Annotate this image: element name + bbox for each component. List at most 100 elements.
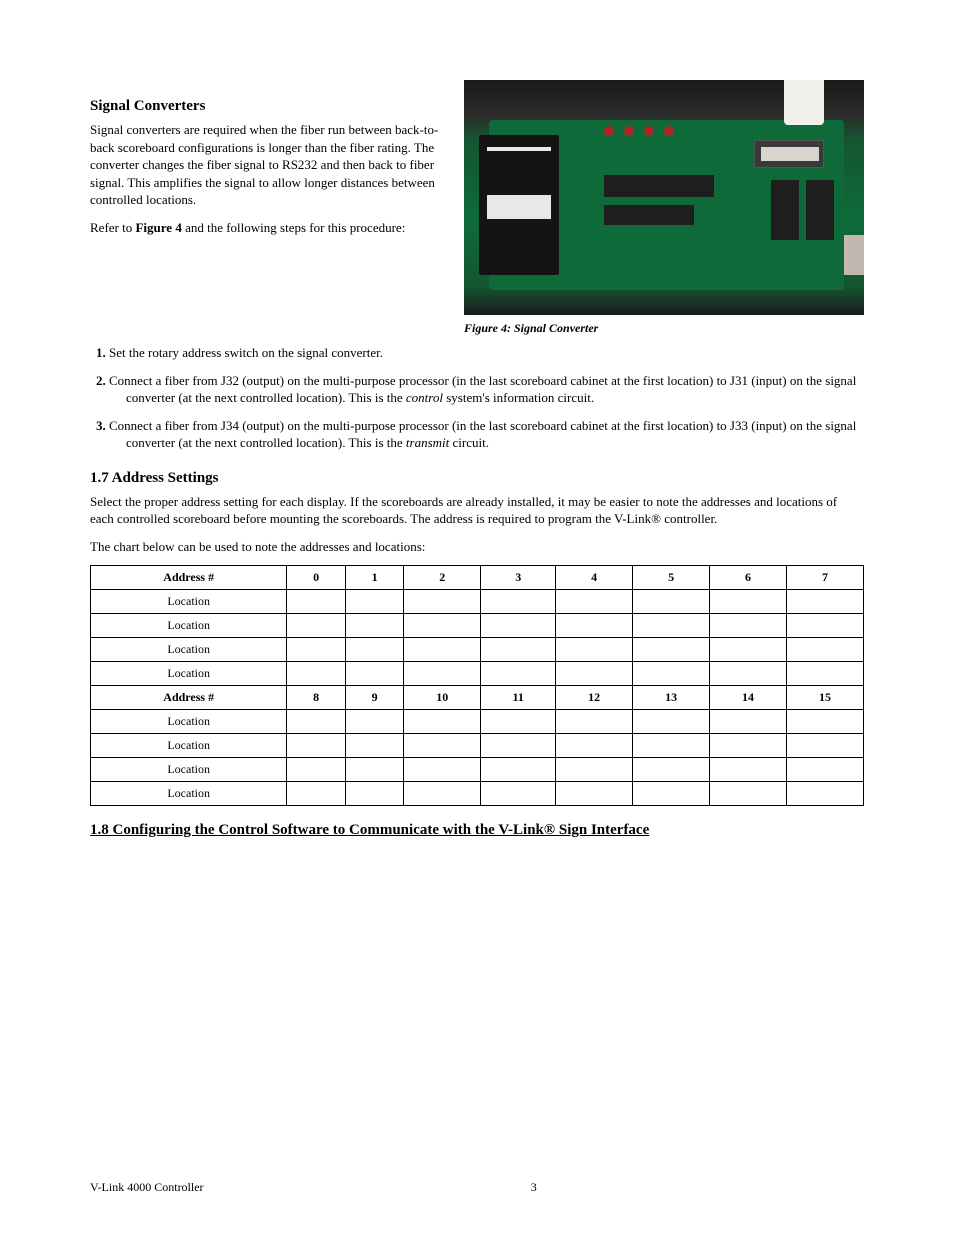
table-cell	[710, 662, 787, 686]
table-cell	[345, 638, 403, 662]
table-cell	[345, 590, 403, 614]
table-cell	[287, 758, 345, 782]
row-label: Location	[91, 638, 287, 662]
address-table: Address # 0 1 2 3 4 5 6 7 Location Locat…	[90, 565, 864, 806]
table-cell	[633, 590, 710, 614]
step-text: circuit.	[449, 435, 489, 450]
table-cell	[786, 614, 863, 638]
table-cell	[404, 638, 481, 662]
table-cell	[404, 710, 481, 734]
table-row: Location	[91, 782, 864, 806]
table-cell	[481, 710, 556, 734]
table-cell	[345, 662, 403, 686]
row-label: Location	[91, 710, 287, 734]
table-row: Location	[91, 590, 864, 614]
table-header: 12	[556, 686, 633, 710]
table-row: Location	[91, 710, 864, 734]
table-header: 3	[481, 566, 556, 590]
table-cell	[786, 758, 863, 782]
row-label: Location	[91, 662, 287, 686]
table-cell	[345, 734, 403, 758]
table-cell	[710, 734, 787, 758]
table-row: Location	[91, 614, 864, 638]
table-header: 13	[633, 686, 710, 710]
table-cell	[404, 614, 481, 638]
table-cell	[556, 638, 633, 662]
table-header: 11	[481, 686, 556, 710]
table-header: 15	[786, 686, 863, 710]
table-cell	[786, 638, 863, 662]
table-cell	[481, 662, 556, 686]
table-cell	[710, 614, 787, 638]
paragraph: The chart below can be used to note the …	[90, 538, 864, 556]
table-row: Location	[91, 662, 864, 686]
table-cell	[556, 614, 633, 638]
step-number: 2.	[96, 373, 106, 388]
table-cell	[786, 590, 863, 614]
table-cell	[556, 782, 633, 806]
table-cell	[710, 782, 787, 806]
table-cell	[404, 734, 481, 758]
table-cell	[710, 638, 787, 662]
table-header: 8	[287, 686, 345, 710]
row-label: Location	[91, 782, 287, 806]
table-cell	[710, 590, 787, 614]
table-header: 6	[710, 566, 787, 590]
table-cell	[710, 758, 787, 782]
figure-signal-converter: Figure 4: Signal Converter	[464, 80, 864, 336]
footer-left: V-Link 4000 Controller	[90, 1180, 204, 1195]
row-label: Location	[91, 734, 287, 758]
row-label: Location	[91, 614, 287, 638]
step-number: 1.	[96, 345, 106, 360]
step-1: 1. Set the rotary address switch on the …	[126, 344, 864, 362]
table-cell	[556, 758, 633, 782]
table-cell	[345, 710, 403, 734]
step-text: Set the rotary address switch on the sig…	[106, 345, 383, 360]
text: Refer to	[90, 220, 135, 235]
table-cell	[287, 662, 345, 686]
table-cell	[633, 614, 710, 638]
table-cell	[556, 590, 633, 614]
emphasis: transmit	[406, 435, 449, 450]
table-cell	[786, 710, 863, 734]
table-header: 9	[345, 686, 403, 710]
table-header-row: Address # 0 1 2 3 4 5 6 7	[91, 566, 864, 590]
heading-address-settings: 1.7 Address Settings	[90, 470, 864, 487]
figure-image	[464, 80, 864, 315]
table-cell	[633, 662, 710, 686]
table-cell	[481, 638, 556, 662]
table-cell	[481, 758, 556, 782]
table-cell	[786, 734, 863, 758]
table-cell	[345, 614, 403, 638]
table-header: 2	[404, 566, 481, 590]
step-3: 3. Connect a fiber from J34 (output) on …	[126, 417, 864, 452]
table-cell	[481, 590, 556, 614]
table-cell	[786, 662, 863, 686]
table-cell	[633, 782, 710, 806]
table-cell	[556, 710, 633, 734]
table-cell	[287, 710, 345, 734]
table-header: 7	[786, 566, 863, 590]
table-header: Address #	[91, 686, 287, 710]
step-number: 3.	[96, 418, 106, 433]
table-cell	[633, 638, 710, 662]
table-cell	[404, 662, 481, 686]
table-cell	[786, 782, 863, 806]
figure-caption: Figure 4: Signal Converter	[464, 321, 864, 336]
table-cell	[345, 782, 403, 806]
table-cell	[633, 758, 710, 782]
emphasis: control	[406, 390, 443, 405]
table-cell	[481, 782, 556, 806]
table-footer-row: Address # 8 9 10 11 12 13 14 15	[91, 686, 864, 710]
table-header: Address #	[91, 566, 287, 590]
table-cell	[287, 734, 345, 758]
table-cell	[287, 614, 345, 638]
table-cell	[404, 782, 481, 806]
table-cell	[481, 614, 556, 638]
text: and the following steps for this procedu…	[182, 220, 405, 235]
table-header: 0	[287, 566, 345, 590]
table-header: 4	[556, 566, 633, 590]
table-cell	[556, 662, 633, 686]
paragraph: Select the proper address setting for ea…	[90, 493, 864, 528]
table-cell	[633, 734, 710, 758]
